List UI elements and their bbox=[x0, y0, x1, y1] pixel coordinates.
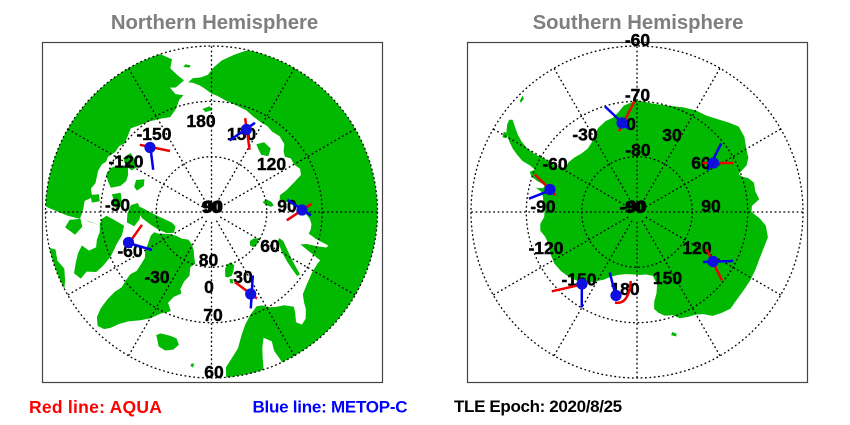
svg-text:60: 60 bbox=[691, 153, 711, 173]
svg-text:60: 60 bbox=[204, 362, 224, 382]
svg-text:150: 150 bbox=[653, 268, 682, 288]
svg-text:TLE Epoch: 2020/8/25: TLE Epoch: 2020/8/25 bbox=[454, 397, 622, 416]
svg-text:120: 120 bbox=[682, 238, 711, 258]
svg-text:90: 90 bbox=[701, 196, 721, 216]
svg-text:-30: -30 bbox=[144, 267, 170, 287]
svg-text:-60: -60 bbox=[542, 154, 568, 174]
svg-text:60: 60 bbox=[260, 236, 280, 256]
svg-text:90: 90 bbox=[202, 197, 222, 217]
svg-text:-90: -90 bbox=[621, 197, 647, 217]
svg-text:-70: -70 bbox=[625, 85, 651, 105]
svg-text:70: 70 bbox=[203, 305, 223, 325]
svg-text:-120: -120 bbox=[528, 238, 563, 258]
svg-text:Southern Hemisphere: Southern Hemisphere bbox=[533, 12, 744, 34]
svg-text:Blue line: METOP-C: Blue line: METOP-C bbox=[253, 397, 408, 416]
svg-text:80: 80 bbox=[199, 250, 219, 270]
svg-text:-120: -120 bbox=[108, 151, 143, 171]
svg-text:-90: -90 bbox=[105, 195, 131, 215]
svg-text:-150: -150 bbox=[136, 124, 171, 144]
svg-text:30: 30 bbox=[233, 267, 253, 287]
svg-text:120: 120 bbox=[257, 154, 286, 174]
svg-text:-60: -60 bbox=[625, 30, 651, 50]
svg-text:0: 0 bbox=[204, 277, 214, 297]
svg-text:90: 90 bbox=[277, 196, 297, 216]
svg-text:30: 30 bbox=[662, 125, 682, 145]
svg-text:-90: -90 bbox=[530, 196, 556, 216]
svg-text:Red line: AQUA: Red line: AQUA bbox=[29, 397, 162, 417]
svg-text:0: 0 bbox=[626, 114, 636, 134]
svg-text:-80: -80 bbox=[625, 140, 651, 160]
svg-text:Northern Hemisphere: Northern Hemisphere bbox=[111, 12, 318, 34]
svg-text:180: 180 bbox=[186, 111, 215, 131]
svg-text:-90: -90 bbox=[619, 197, 645, 217]
svg-text:-30: -30 bbox=[572, 124, 598, 144]
svg-text:90: 90 bbox=[204, 197, 224, 217]
